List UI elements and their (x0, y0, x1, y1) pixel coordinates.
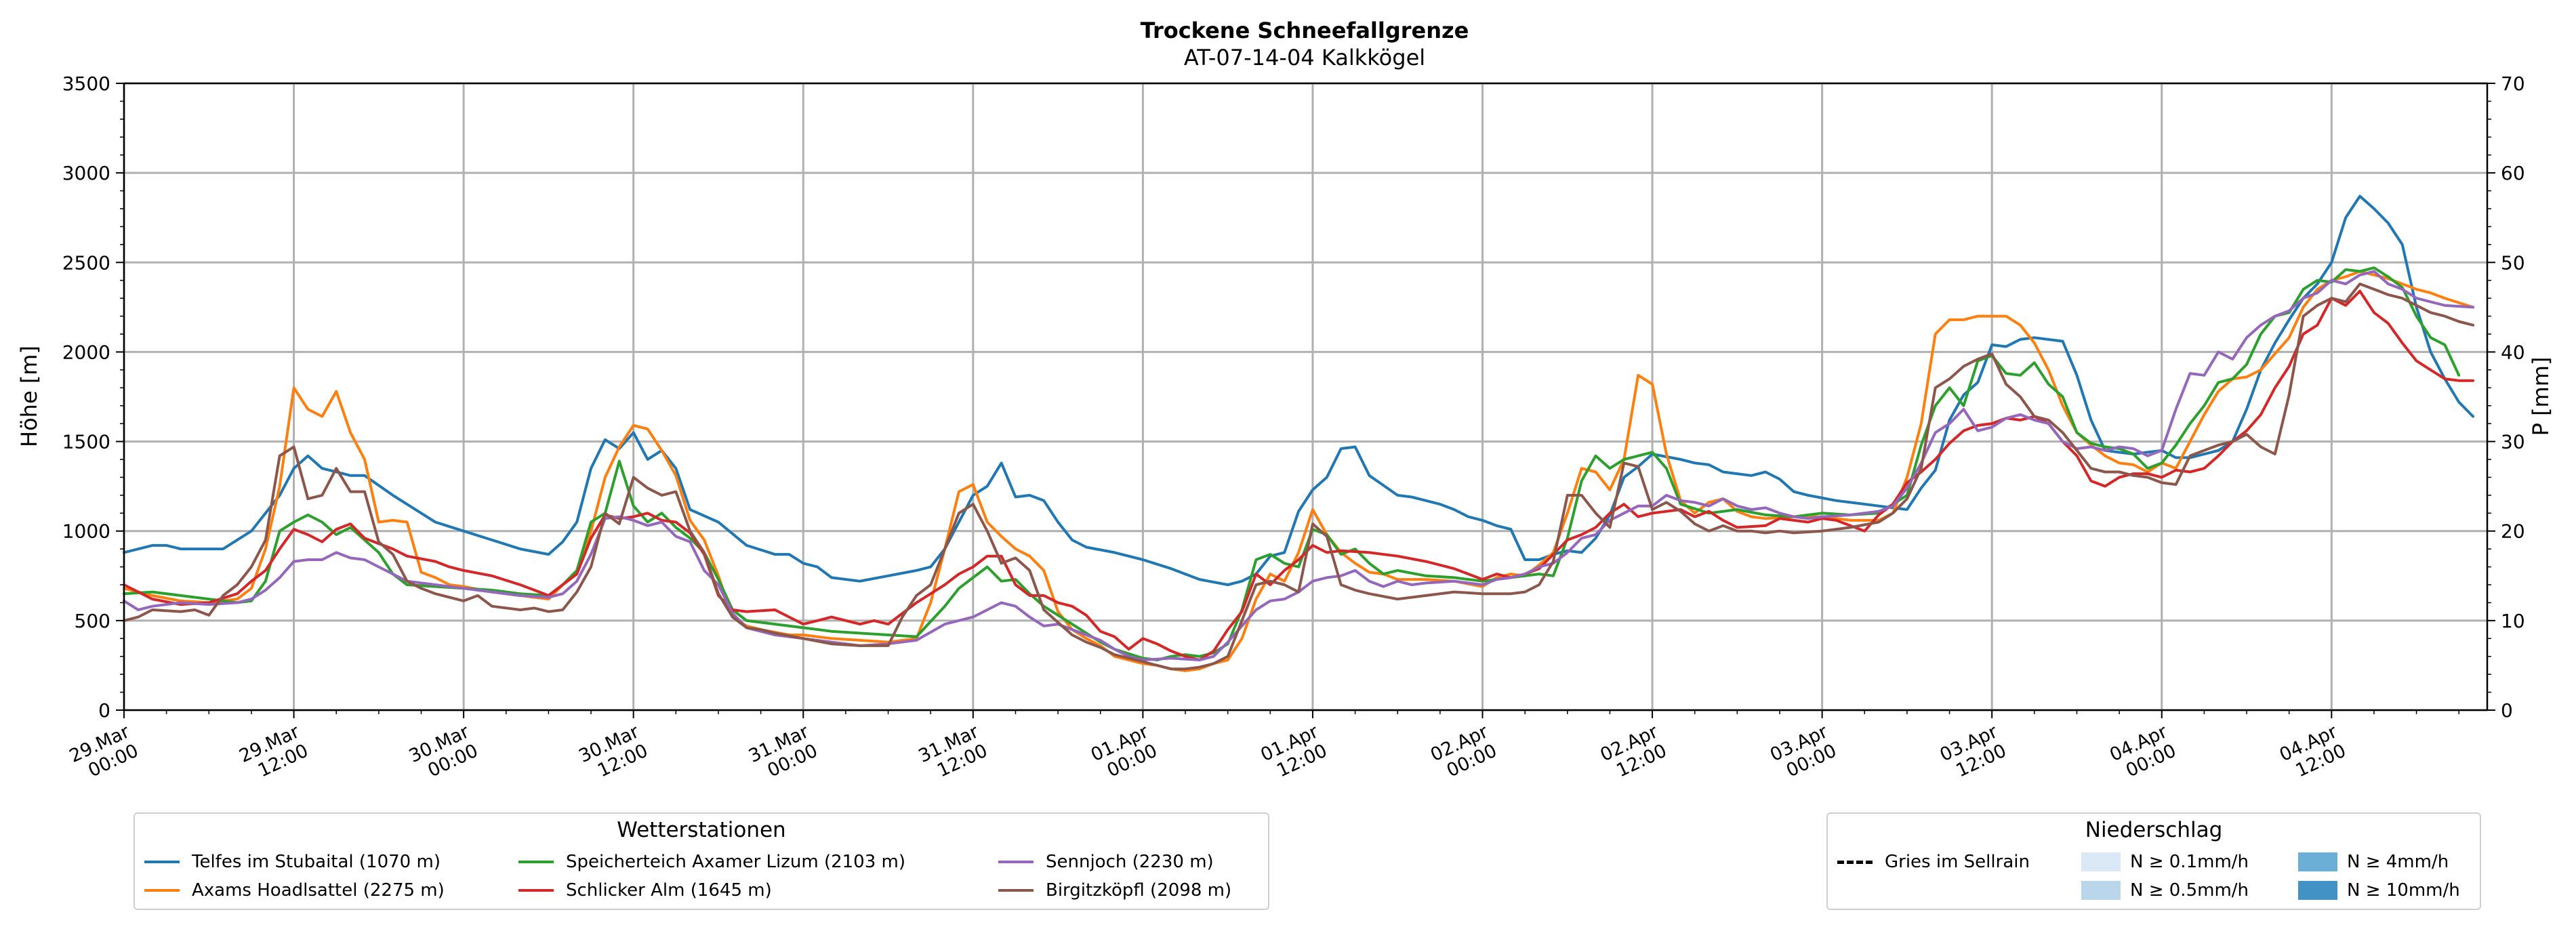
legend-item-n10: N ≥ 10mm/h (2298, 880, 2460, 901)
legend-label-gries: Gries im Sellrain (1885, 852, 2030, 872)
y-tick-label: 0 (98, 699, 110, 722)
y-tick-label: 2500 (62, 251, 110, 274)
legend-item-speicherteich: Speicherteich Axamer Lizum (2103 m) (518, 852, 905, 872)
y-tick-label: 2000 (62, 341, 110, 363)
legend-item-n01: N ≥ 0.1mm/h (2081, 852, 2249, 872)
legend-swatch-n10 (2298, 881, 2337, 900)
x-tick-label: 04.Apr00:00 (2106, 721, 2180, 785)
series-lines (123, 194, 2475, 672)
legend-line-sennjoch (998, 861, 1034, 863)
x-tick-label: 30.Mar12:00 (575, 721, 651, 786)
legend-label-sennjoch: Sennjoch (2230 m) (1046, 852, 1214, 872)
y-tick-label: 3000 (62, 162, 110, 184)
legend-label-axams: Axams Hoadlsattel (2275 m) (192, 880, 445, 901)
legend-item-axams: Axams Hoadlsattel (2275 m) (144, 880, 445, 901)
stations-legend: Wetterstationen Telfes im Stubaital (107… (134, 812, 1269, 910)
series-line-0 (123, 194, 2475, 586)
legend-line-birgitzkoepfl (998, 889, 1034, 892)
y-tick-label-right: 40 (2501, 341, 2525, 363)
x-tick-label: 04.Apr12:00 (2276, 721, 2350, 785)
legend-item-n4: N ≥ 4mm/h (2298, 852, 2449, 872)
legend-swatch-n4 (2298, 852, 2337, 871)
series-line-3 (123, 289, 2475, 661)
legend-line-speicherteich (518, 861, 554, 863)
legend-label-n05: N ≥ 0.5mm/h (2130, 880, 2249, 901)
y-tick-label: 1500 (62, 431, 110, 453)
legend-label-n10: N ≥ 10mm/h (2347, 880, 2460, 901)
legend-item-schlicker: Schlicker Alm (1645 m) (518, 880, 772, 901)
grid-lines (123, 82, 2487, 711)
series-line-2 (123, 266, 2461, 661)
x-tick-label: 29.Mar00:00 (66, 721, 142, 786)
y-tick-label-right: 0 (2501, 699, 2513, 722)
legend-label-speicherteich: Speicherteich Axamer Lizum (2103 m) (566, 852, 905, 872)
precip-legend-title: Niederschlag (2085, 818, 2223, 842)
legend-label-n4: N ≥ 4mm/h (2347, 852, 2449, 872)
x-tick-label: 31.Mar00:00 (745, 721, 821, 786)
legend-line-schlicker (518, 889, 554, 892)
y-axis-label-right: P [mm] (2528, 357, 2554, 436)
legend-line-telfes (144, 861, 180, 863)
y-tick-label: 3500 (62, 73, 110, 95)
y-tick-label: 500 (75, 610, 110, 632)
chart-title: Trockene Schneefallgrenze (1141, 18, 1469, 43)
legend-label-telfes: Telfes im Stubaital (1070 m) (192, 852, 441, 872)
legend-label-birgitzkoepfl: Birgitzköpfl (2098 m) (1046, 880, 1232, 901)
legend-dash-gries (1837, 860, 1873, 864)
x-tick-label: 31.Mar12:00 (916, 721, 991, 786)
y-tick-label-right: 20 (2501, 520, 2525, 543)
legend-label-n01: N ≥ 0.1mm/h (2130, 852, 2249, 872)
x-tick-label: 03.Apr00:00 (1767, 721, 1840, 785)
x-tick-label: 03.Apr12:00 (1937, 721, 2010, 785)
legend-item-birgitzkoepfl: Birgitzköpfl (2098 m) (998, 880, 1231, 901)
legend-item-sennjoch: Sennjoch (2230 m) (998, 852, 1214, 872)
chart-subtitle: AT-07-14-04 Kalkkögel (1184, 45, 1425, 70)
y-tick-label-right: 60 (2501, 162, 2525, 184)
axes: 0 0 500 10 1000 20 1500 30 2000 40 2500 50 3000 60 350… (62, 73, 2525, 786)
x-tick-label: 02.Apr12:00 (1597, 721, 1671, 785)
y-tick-label-right: 10 (2501, 610, 2525, 632)
legend-swatch-n05 (2081, 881, 2121, 900)
legend-item-gries: Gries im Sellrain (1837, 852, 2030, 872)
legend-line-axams (144, 889, 180, 892)
legend-item-telfes: Telfes im Stubaital (1070 m) (144, 852, 441, 872)
y-tick-label-right: 50 (2501, 251, 2525, 274)
series-line-4 (123, 270, 2475, 661)
precip-legend: Niederschlag Gries im Sellrain N ≥ 0.1mm… (1826, 812, 2481, 910)
plot-frame (123, 82, 2489, 711)
legend-swatch-n01 (2081, 852, 2121, 871)
y-tick-label-right: 30 (2501, 431, 2525, 453)
legend-label-schlicker: Schlicker Alm (1645 m) (566, 880, 772, 901)
series-line-5 (123, 283, 2475, 671)
x-tick-label: 30.Mar00:00 (406, 721, 482, 786)
x-tick-label: 01.Apr00:00 (1088, 721, 1161, 785)
y-axis-label: Höhe [m] (16, 346, 42, 447)
legend-item-n05: N ≥ 0.5mm/h (2081, 880, 2249, 901)
y-tick-label: 1000 (62, 520, 110, 543)
x-tick-label: 29.Mar12:00 (236, 721, 312, 786)
x-tick-label: 02.Apr00:00 (1427, 721, 1500, 785)
y-tick-label-right: 70 (2501, 73, 2525, 95)
stations-legend-title: Wetterstationen (617, 818, 786, 842)
x-tick-label: 01.Apr12:00 (1258, 721, 1331, 785)
